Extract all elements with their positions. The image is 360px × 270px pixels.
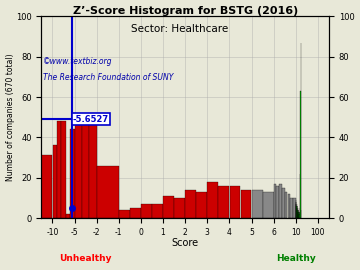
Bar bbox=[75, 119, 82, 218]
Bar bbox=[274, 184, 276, 218]
Bar bbox=[276, 186, 279, 218]
Text: Healthy: Healthy bbox=[276, 254, 316, 263]
Text: Sector: Healthcare: Sector: Healthcare bbox=[131, 24, 229, 34]
Bar bbox=[290, 198, 293, 218]
Bar bbox=[252, 190, 262, 218]
Bar bbox=[279, 184, 282, 218]
Bar bbox=[130, 208, 141, 218]
Bar bbox=[57, 121, 61, 218]
Bar bbox=[240, 190, 251, 218]
Text: Unhealthy: Unhealthy bbox=[59, 254, 112, 263]
Bar bbox=[163, 196, 174, 218]
Bar bbox=[282, 188, 285, 218]
Bar bbox=[196, 192, 207, 218]
Text: The Research Foundation of SUNY: The Research Foundation of SUNY bbox=[43, 73, 174, 82]
X-axis label: Score: Score bbox=[172, 238, 199, 248]
Bar bbox=[53, 146, 57, 218]
Bar bbox=[207, 182, 218, 218]
Title: Z’-Score Histogram for BSTG (2016): Z’-Score Histogram for BSTG (2016) bbox=[73, 6, 298, 16]
Bar bbox=[219, 186, 229, 218]
Bar bbox=[293, 198, 296, 218]
Text: -5.6527: -5.6527 bbox=[73, 115, 109, 124]
Bar bbox=[82, 123, 89, 218]
Y-axis label: Number of companies (670 total): Number of companies (670 total) bbox=[5, 53, 14, 181]
Bar bbox=[185, 190, 196, 218]
Bar bbox=[263, 192, 274, 218]
Bar bbox=[119, 210, 130, 218]
Bar bbox=[39, 156, 52, 218]
Bar bbox=[89, 119, 96, 218]
Bar bbox=[230, 186, 240, 218]
Bar bbox=[141, 204, 152, 218]
Bar bbox=[152, 204, 163, 218]
Bar bbox=[285, 192, 288, 218]
Bar bbox=[61, 121, 66, 218]
Bar bbox=[174, 198, 185, 218]
Bar bbox=[66, 214, 70, 218]
Bar bbox=[288, 194, 290, 218]
Bar bbox=[70, 129, 75, 218]
Bar bbox=[97, 166, 118, 218]
Text: ©www.textbiz.org: ©www.textbiz.org bbox=[43, 57, 113, 66]
